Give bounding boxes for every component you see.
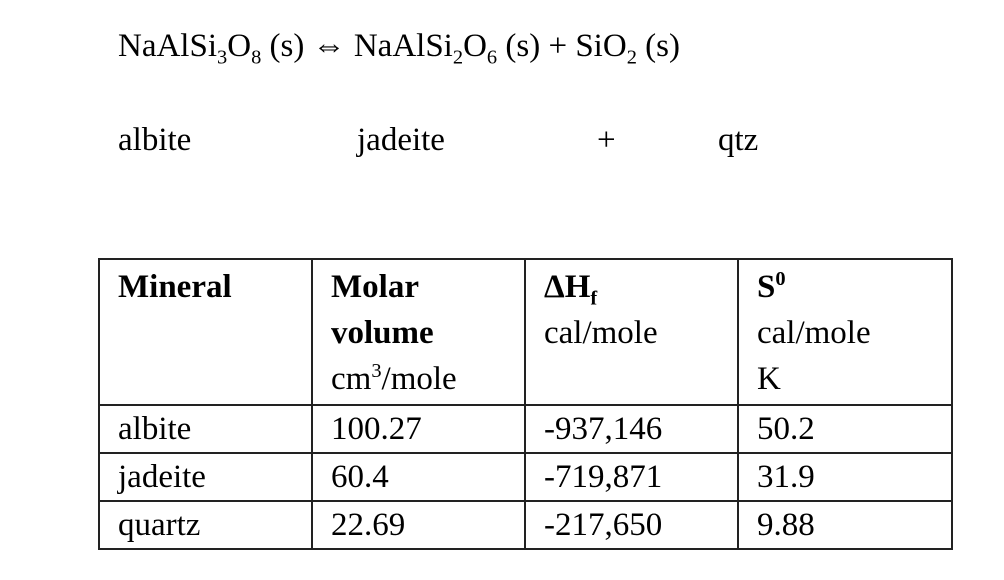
header-line: ΔHf xyxy=(544,264,719,310)
text-run: Molar xyxy=(331,269,419,305)
table-cell: -937,146 xyxy=(524,404,739,454)
label: albite xyxy=(118,122,192,158)
header-row: Mineral Molar volume cm3/mole ΔHf cal/mole S0 c… xyxy=(98,258,953,406)
header-line: cal/mole xyxy=(757,310,933,356)
header-line: volume xyxy=(331,310,506,356)
table-cell: 9.88 xyxy=(737,500,953,550)
table-row: albite 100.27 -937,146 50.2 xyxy=(98,404,953,454)
table-cell: albite xyxy=(98,404,313,454)
table-cell: 50.2 xyxy=(737,404,953,454)
text-run: /mole xyxy=(381,361,457,397)
label: qtz xyxy=(718,122,759,158)
text-run: NaAlSi xyxy=(118,28,217,64)
text-run: 2 xyxy=(626,46,637,69)
table-cell: jadeite xyxy=(98,452,313,502)
text-run: K xyxy=(757,361,781,397)
text-run: O xyxy=(463,28,487,64)
label: + xyxy=(597,122,616,158)
header-line: cal/mole xyxy=(544,310,719,356)
text-run: f xyxy=(590,287,598,310)
table-cell: quartz xyxy=(98,500,313,550)
table: Mineral Molar volume cm3/mole ΔHf cal/mole S0 c… xyxy=(98,258,953,550)
text-run: (s) ⇔ NaAlSi xyxy=(261,28,453,64)
header-line: cm3/mole xyxy=(331,356,506,402)
text-run: S xyxy=(757,269,776,305)
text-run: cal/mole xyxy=(544,315,658,351)
equation: NaAlSi3O8 (s) ⇔ NaAlSi2O6 (s) + SiO2 (s) xyxy=(118,28,680,68)
header-cell: S0 cal/mole K xyxy=(737,258,953,406)
header-line: S0 xyxy=(757,264,933,310)
text-run: O xyxy=(227,28,252,64)
text-run: 3 xyxy=(217,46,228,69)
header-line: Mineral xyxy=(118,264,293,310)
table-row: quartz 22.69 -217,650 9.88 xyxy=(98,500,953,550)
table-cell: -217,650 xyxy=(524,500,739,550)
header-line: K xyxy=(757,356,933,402)
text-run: 6 xyxy=(486,46,498,69)
text-run: 8 xyxy=(251,46,262,69)
table-cell: 100.27 xyxy=(311,404,526,454)
text-run: volume xyxy=(331,315,434,351)
header-cell: Molar volume cm3/mole xyxy=(311,258,526,406)
table-row: jadeite 60.4 -719,871 31.9 xyxy=(98,452,953,502)
text-run: Mineral xyxy=(118,269,232,305)
text-run: ΔH xyxy=(544,269,591,305)
table-cell: -719,871 xyxy=(524,452,739,502)
text-run: 0 xyxy=(775,268,786,290)
text-run: (s) + SiO xyxy=(497,28,627,64)
text-run: cal/mole xyxy=(757,315,871,351)
text-run: cm xyxy=(331,361,372,397)
text-run: (s) xyxy=(636,28,680,64)
table-cell: 60.4 xyxy=(311,452,526,502)
header-line: Molar xyxy=(331,264,506,310)
table-cell: 31.9 xyxy=(737,452,953,502)
text-run: 2 xyxy=(452,46,464,69)
header-cell: Mineral xyxy=(98,258,313,406)
table-cell: 22.69 xyxy=(311,500,526,550)
label: jadeite xyxy=(357,122,445,158)
header-cell: ΔHf cal/mole xyxy=(524,258,739,406)
text-run: 3 xyxy=(371,360,382,382)
